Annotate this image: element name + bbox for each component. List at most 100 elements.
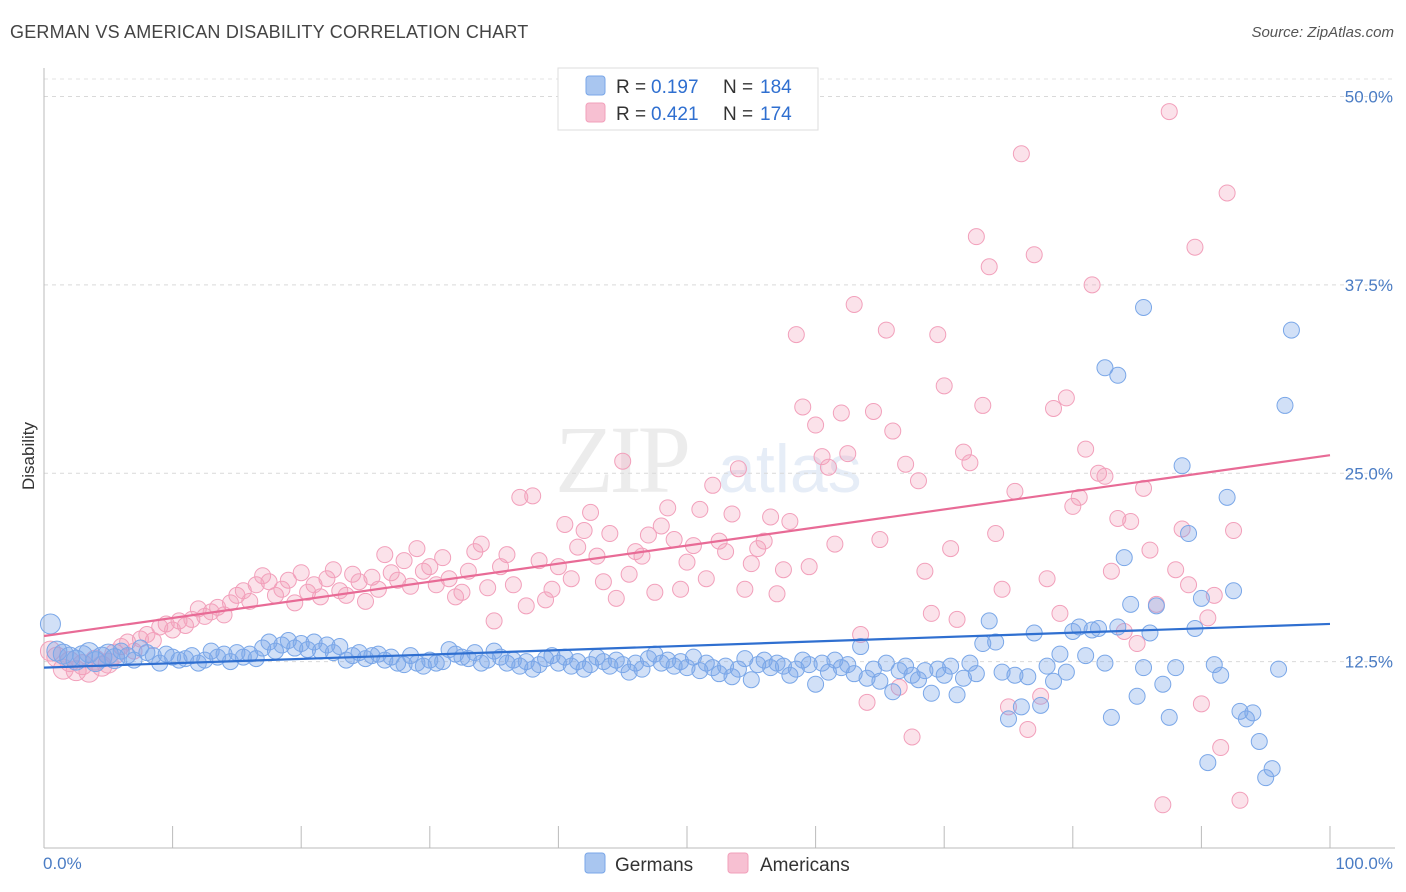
legend-r-label-1: R = <box>616 77 646 98</box>
german-point <box>961 654 979 672</box>
german-point <box>52 643 74 665</box>
german-point <box>1276 396 1294 414</box>
american-point <box>800 558 818 576</box>
german-point <box>1282 321 1300 339</box>
american-point <box>318 570 336 588</box>
german-point <box>858 669 876 687</box>
american-point <box>1019 720 1037 738</box>
american-point <box>768 585 786 603</box>
german-point <box>659 651 677 669</box>
american-point <box>1154 796 1172 814</box>
german-point <box>1012 698 1030 716</box>
american-point <box>1102 562 1120 580</box>
american-point <box>813 448 831 466</box>
american-point <box>948 610 966 628</box>
germans-trend-line <box>43 622 1331 669</box>
americans-points <box>39 103 1249 814</box>
american-point <box>646 583 664 601</box>
american-point <box>742 555 760 573</box>
legend-n-value-1: 184 <box>760 77 792 98</box>
american-point <box>408 540 426 558</box>
american-point <box>176 616 194 634</box>
y-tick-label-3: 12.5% <box>1345 653 1393 672</box>
american-point <box>247 576 265 594</box>
american-point <box>691 500 709 518</box>
american-point <box>852 625 870 643</box>
german-point <box>942 657 960 675</box>
german-point <box>1147 597 1165 615</box>
y-tick-label-0: 50.0% <box>1345 88 1393 107</box>
german-point <box>729 660 747 678</box>
bottom-legend-americans: Americans <box>760 855 850 876</box>
american-point <box>1057 389 1075 407</box>
american-point <box>376 546 394 564</box>
german-point <box>1244 704 1262 722</box>
american-point <box>1225 522 1243 540</box>
american-point <box>967 228 985 246</box>
legend-swatch-americans <box>585 102 606 123</box>
american-point <box>556 515 574 533</box>
german-point <box>254 639 272 657</box>
american-point <box>1199 609 1217 627</box>
american-point <box>286 594 304 612</box>
american-point <box>530 552 548 570</box>
american-point <box>826 535 844 553</box>
american-point <box>607 589 625 607</box>
german-point <box>781 666 799 684</box>
american-point <box>1180 576 1198 594</box>
american-point <box>421 558 439 576</box>
american-point <box>1012 145 1030 163</box>
y-axis-label: Disability <box>19 421 38 490</box>
bottom-legend: Germans Americans <box>584 852 850 876</box>
german-point <box>993 663 1011 681</box>
american-point <box>858 693 876 711</box>
german-point <box>800 656 818 674</box>
german-point <box>601 657 619 675</box>
american-point <box>1128 635 1146 653</box>
american-point <box>678 553 696 571</box>
y-tick-label-1: 37.5% <box>1345 276 1393 295</box>
american-point <box>897 455 915 473</box>
american-point <box>594 573 612 591</box>
legend: R = 0.197 N = 184 R = 0.421 N = 174 <box>557 67 819 131</box>
german-point <box>1180 525 1198 543</box>
american-point <box>511 488 529 506</box>
american-point <box>639 526 657 544</box>
american-point <box>1051 604 1069 622</box>
german-point <box>742 671 760 689</box>
american-point <box>1141 541 1159 559</box>
american-point <box>1218 184 1236 202</box>
german-point <box>1019 668 1037 686</box>
axes <box>43 68 1395 849</box>
american-point <box>620 565 638 583</box>
american-point <box>479 579 497 597</box>
bottom-legend-germans: Germans <box>615 855 693 876</box>
american-point <box>575 522 593 540</box>
german-point <box>369 645 387 663</box>
german-point <box>1135 298 1153 316</box>
american-point <box>472 535 490 553</box>
american-point <box>562 570 580 588</box>
american-point <box>755 532 773 550</box>
american-point <box>1096 467 1114 485</box>
legend-swatch-germans <box>585 75 606 96</box>
american-point <box>993 580 1011 598</box>
american-point <box>954 443 972 461</box>
american-point <box>717 543 735 561</box>
american-point <box>884 422 902 440</box>
american-point <box>845 295 863 313</box>
legend-n-label-1: N = <box>723 77 753 98</box>
legend-n-label-2: N = <box>723 104 753 125</box>
german-point <box>672 653 690 671</box>
american-point <box>395 552 413 570</box>
american-point <box>672 580 690 598</box>
legend-n-value-2: 174 <box>760 104 792 125</box>
german-point <box>1135 659 1153 677</box>
german-point <box>717 657 735 675</box>
german-point <box>292 635 310 653</box>
american-point <box>614 452 632 470</box>
german-point <box>202 642 220 660</box>
german-point <box>807 675 825 693</box>
american-point <box>549 558 567 576</box>
